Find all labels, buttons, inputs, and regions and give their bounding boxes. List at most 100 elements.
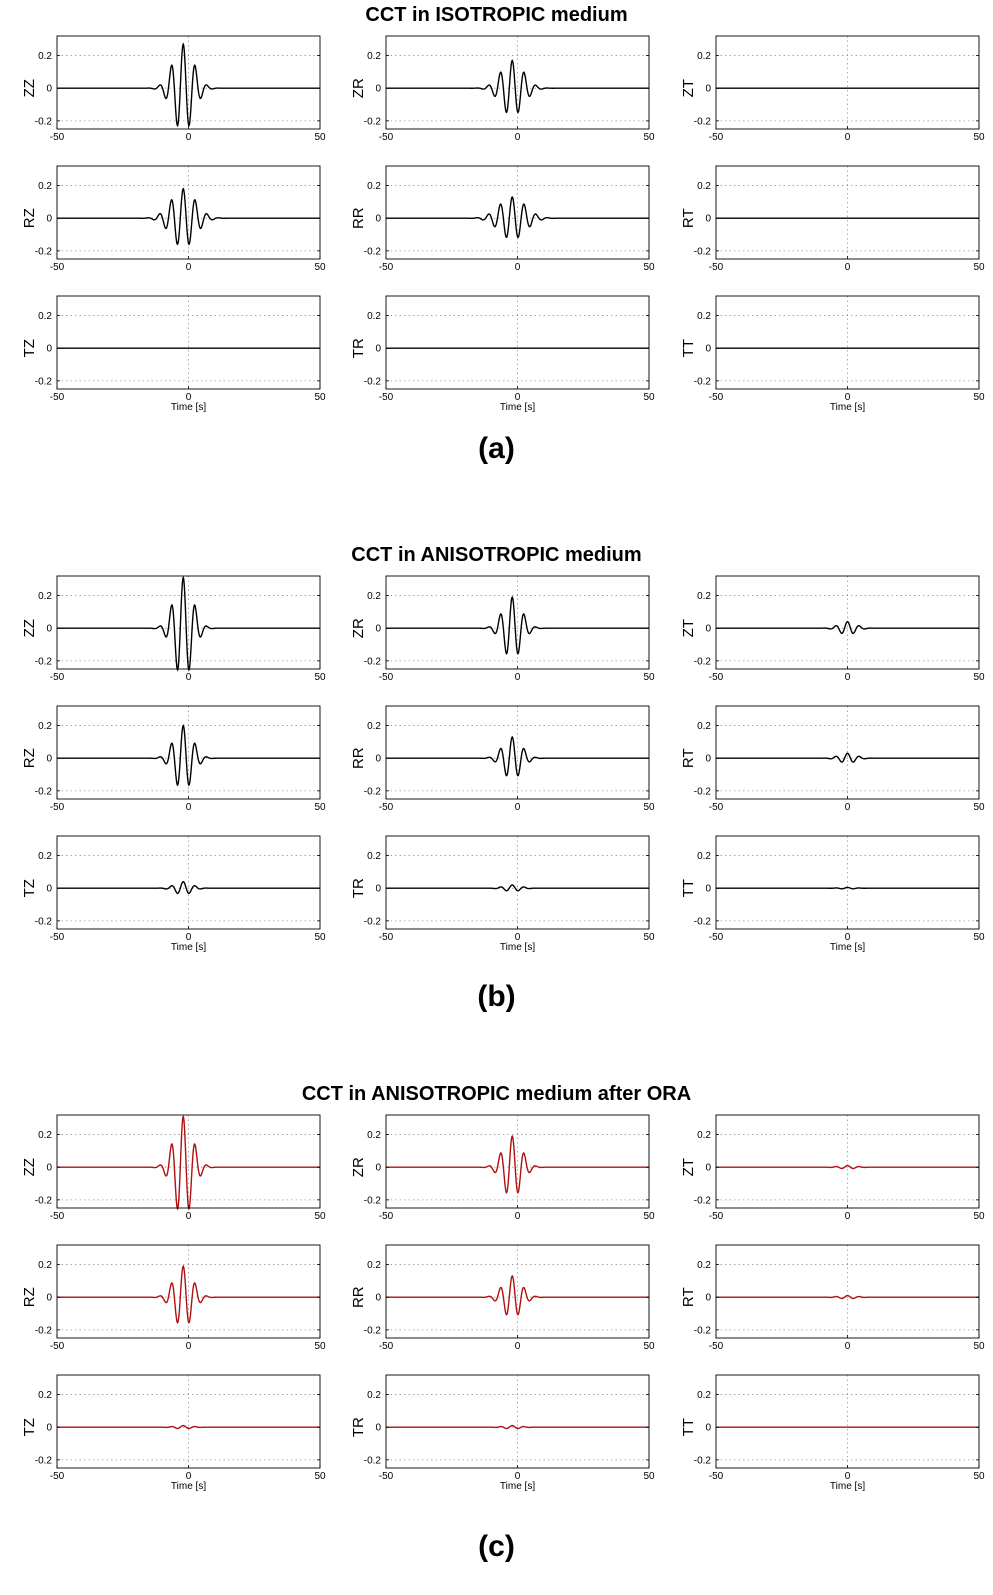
xtick-label: 0 bbox=[186, 262, 192, 273]
ytick-label: -0.2 bbox=[35, 376, 53, 387]
ytick-label: 0.2 bbox=[697, 51, 711, 62]
trace-zz bbox=[57, 42, 320, 128]
subplot-zt: 0.2 0 -0.2 -50 0 50 ZT bbox=[680, 1114, 985, 1222]
ytick-label: 0 bbox=[375, 214, 381, 225]
ytick-label: -0.2 bbox=[364, 246, 382, 257]
ylabel-zr: ZR bbox=[350, 618, 367, 638]
ytick-label: 0.2 bbox=[367, 51, 381, 62]
ytick-label: -0.2 bbox=[35, 246, 53, 257]
xtick-label: 50 bbox=[973, 262, 985, 273]
subplot-zr: 0.2 0 -0.2 -50 0 50 ZR bbox=[350, 35, 655, 143]
panel-a-label: (a) bbox=[478, 432, 515, 465]
ylabel-tz: TZ bbox=[21, 879, 38, 897]
trace-zz bbox=[57, 575, 320, 672]
xtick-label: -50 bbox=[709, 932, 724, 943]
xtick-label: 0 bbox=[186, 672, 192, 683]
ytick-label: 0.2 bbox=[38, 311, 52, 322]
subplot-rr: 0.2 0 -0.2 -50 0 50 RR bbox=[350, 1244, 655, 1352]
xtick-label: 0 bbox=[515, 672, 521, 683]
ytick-label: 0.2 bbox=[38, 851, 52, 862]
xtick-label: 0 bbox=[515, 132, 521, 143]
xtick-label: 50 bbox=[973, 1341, 985, 1352]
xtick-label: 50 bbox=[973, 392, 985, 403]
subplot-tt: 0.2 0 -0.2 -50 0 50 TT Time [s] bbox=[680, 1374, 985, 1492]
subplot-tr: 0.2 0 -0.2 -50 0 50 TR Time [s] bbox=[350, 295, 655, 413]
ytick-label: 0 bbox=[46, 1163, 52, 1174]
xtick-label: 50 bbox=[643, 392, 655, 403]
xtick-label: 0 bbox=[515, 932, 521, 943]
trace-tt bbox=[716, 886, 979, 890]
subplot-zz: 0.2 0 -0.2 -50 0 50 ZZ bbox=[21, 1114, 326, 1222]
xtick-label: -50 bbox=[709, 262, 724, 273]
xtick-label: 50 bbox=[314, 392, 326, 403]
xtick-label: 50 bbox=[973, 132, 985, 143]
ytick-label: -0.2 bbox=[364, 656, 382, 667]
ytick-label: 0 bbox=[46, 84, 52, 95]
ytick-label: 0.2 bbox=[697, 851, 711, 862]
xtick-label: 0 bbox=[186, 1341, 192, 1352]
xtick-label: -50 bbox=[709, 802, 724, 813]
xtick-label: -50 bbox=[379, 802, 394, 813]
ytick-label: 0 bbox=[375, 84, 381, 95]
ytick-label: 0.2 bbox=[38, 721, 52, 732]
ytick-label: 0 bbox=[375, 344, 381, 355]
ytick-label: -0.2 bbox=[694, 1325, 712, 1336]
ytick-label: 0 bbox=[375, 1163, 381, 1174]
panel-c-title: CCT in ANISOTROPIC medium after ORA bbox=[301, 1083, 692, 1105]
xtick-label: 50 bbox=[973, 932, 985, 943]
ytick-label: 0.2 bbox=[38, 1130, 52, 1141]
subplot-rr: 0.2 0 -0.2 -50 0 50 RR bbox=[350, 705, 655, 813]
xlabel-time: Time [s] bbox=[830, 1481, 865, 1492]
ytick-label: 0 bbox=[46, 754, 52, 765]
ylabel-tz: TZ bbox=[21, 1418, 38, 1436]
xtick-label: 50 bbox=[314, 802, 326, 813]
ytick-label: -0.2 bbox=[694, 1195, 712, 1206]
xtick-label: 0 bbox=[515, 262, 521, 273]
ytick-label: 0 bbox=[46, 884, 52, 895]
ylabel-zz: ZZ bbox=[21, 1158, 38, 1176]
ytick-label: 0.2 bbox=[367, 851, 381, 862]
xtick-label: 0 bbox=[186, 802, 192, 813]
ytick-label: -0.2 bbox=[364, 1455, 382, 1466]
ylabel-rz: RZ bbox=[21, 208, 38, 228]
panel-c-label: (c) bbox=[478, 1530, 515, 1563]
ytick-label: 0.2 bbox=[367, 311, 381, 322]
xlabel-time: Time [s] bbox=[171, 942, 206, 953]
xtick-label: -50 bbox=[50, 132, 65, 143]
trace-zt bbox=[716, 620, 979, 635]
ytick-label: 0 bbox=[705, 1163, 711, 1174]
ytick-label: -0.2 bbox=[364, 916, 382, 927]
ylabel-rt: RT bbox=[680, 1287, 697, 1307]
ytick-label: -0.2 bbox=[364, 376, 382, 387]
ytick-label: -0.2 bbox=[694, 916, 712, 927]
xtick-label: 50 bbox=[643, 132, 655, 143]
xtick-label: 50 bbox=[643, 1341, 655, 1352]
ytick-label: -0.2 bbox=[364, 1325, 382, 1336]
trace-tr bbox=[386, 1424, 649, 1430]
ytick-label: -0.2 bbox=[694, 1455, 712, 1466]
ytick-label: 0 bbox=[46, 1293, 52, 1304]
ylabel-rr: RR bbox=[350, 207, 367, 229]
subplot-zr: 0.2 0 -0.2 -50 0 50 ZR bbox=[350, 575, 655, 683]
xtick-label: 50 bbox=[314, 262, 326, 273]
panel-b-label: (b) bbox=[477, 980, 516, 1013]
ytick-label: 0.2 bbox=[38, 1390, 52, 1401]
panel-a-title: CCT in ISOTROPIC medium bbox=[365, 4, 628, 26]
ytick-label: -0.2 bbox=[35, 116, 53, 127]
subplot-zt: 0.2 0 -0.2 -50 0 50 ZT bbox=[680, 35, 985, 143]
subplot-tt: 0.2 0 -0.2 -50 0 50 TT Time [s] bbox=[680, 835, 985, 953]
subplot-rz: 0.2 0 -0.2 -50 0 50 RZ bbox=[21, 705, 326, 813]
ytick-label: 0.2 bbox=[697, 181, 711, 192]
xtick-label: 0 bbox=[845, 1211, 851, 1222]
ylabel-zt: ZT bbox=[680, 619, 697, 637]
ytick-label: -0.2 bbox=[694, 246, 712, 257]
xtick-label: -50 bbox=[379, 132, 394, 143]
xtick-label: 0 bbox=[186, 392, 192, 403]
subplot-zr: 0.2 0 -0.2 -50 0 50 ZR bbox=[350, 1114, 655, 1222]
xlabel-time: Time [s] bbox=[830, 402, 865, 413]
ytick-label: 0 bbox=[46, 214, 52, 225]
xlabel-time: Time [s] bbox=[171, 402, 206, 413]
ytick-label: 0.2 bbox=[38, 591, 52, 602]
ytick-label: 0.2 bbox=[367, 181, 381, 192]
xtick-label: 0 bbox=[515, 1341, 521, 1352]
